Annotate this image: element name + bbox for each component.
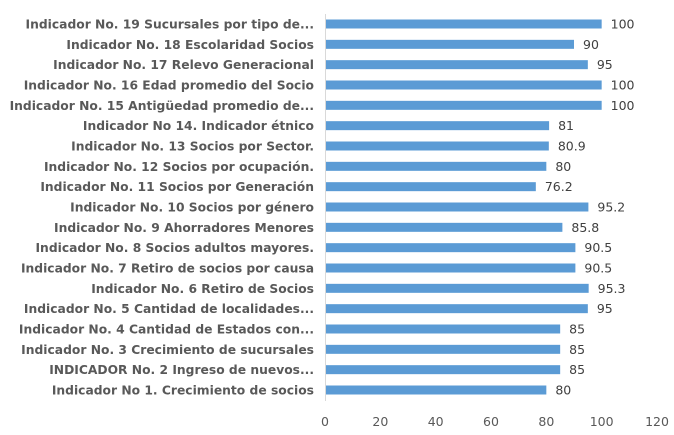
bar [325,324,561,334]
bar [325,344,561,354]
data-label: 80.9 [558,139,586,154]
bar [325,222,563,232]
category-label: Indicador No. 11 Socios por Generación [40,180,314,194]
category-label: Indicador No. 10 Socios por género [70,201,314,215]
data-label: 95 [597,301,613,316]
bar [325,365,561,375]
bar [325,60,588,70]
bar [325,80,602,90]
category-label: Indicador No. 16 Edad promedio del Socio [24,79,314,93]
data-label: 76.2 [545,179,573,194]
x-tick-label: 120 [645,414,669,429]
bar [325,283,589,293]
bar [325,121,550,131]
bars-group [325,19,602,395]
x-tick-label: 0 [321,414,329,429]
data-labels: 80 85 85 85 95 95.3 90.5 90.5 85.8 95.2 76.2 80 80.9… [545,17,635,398]
category-label: Indicador No. 19 Sucursales por tipo de.… [26,18,314,32]
data-label: 95 [597,57,613,72]
category-labels: Indicador No 1. Crecimiento de socios IND… [10,18,314,398]
bar [325,202,589,212]
data-label: 81 [558,118,574,133]
category-label: INDICADOR No. 2 Ingreso de nuevos... [49,363,314,377]
category-label: Indicador No. 13 Socios por Sector. [71,140,314,154]
data-label: 85.8 [571,220,599,235]
bar [325,304,588,314]
bar [325,161,547,171]
data-label: 100 [611,17,635,32]
category-label: Indicador No. 12 Socios por ocupación. [44,160,314,174]
x-tick-label: 40 [428,414,444,429]
data-label: 85 [569,322,585,337]
bar [325,19,602,29]
data-label: 100 [611,98,635,113]
data-label: 85 [569,342,585,357]
category-label: Indicador No. 6 Retiro de Socios [91,282,314,296]
bar [325,141,549,151]
data-label: 80 [555,383,571,398]
data-label: 90.5 [584,261,612,276]
bar [325,39,574,49]
category-label: Indicador No. 9 Ahorradores Menores [54,221,314,235]
data-label: 85 [569,362,585,377]
x-tick-label: 80 [538,414,554,429]
category-label: Indicador No. 5 Cantidad de localidades.… [24,302,314,316]
data-label: 90 [583,37,599,52]
category-label: Indicador No. 3 Crecimiento de sucursale… [21,343,314,357]
bar [325,243,576,253]
x-tick-label: 60 [483,414,499,429]
x-tick-label: 20 [372,414,388,429]
category-label: Indicador No 1. Crecimiento de socios [52,384,314,398]
category-label: Indicador No. 17 Relevo Generacional [53,58,314,72]
bar [325,100,602,110]
category-label: Indicador No. 7 Retiro de socios por cau… [21,262,314,276]
x-tick-label: 100 [590,414,614,429]
category-label: Indicador No 14. Indicador étnico [83,119,314,133]
data-label: 95.3 [598,281,626,296]
data-label: 80 [555,159,571,174]
bar [325,263,576,273]
data-label: 95.2 [597,200,625,215]
x-tick-labels: 0 20 40 60 80 100 120 [321,414,669,429]
category-label: Indicador No. 15 Antigüedad promedio de.… [10,99,314,113]
category-label: Indicador No. 18 Escolaridad Socios [66,38,314,52]
category-label: Indicador No. 4 Cantidad de Estados con.… [19,323,314,337]
bar [325,385,547,395]
category-label: Indicador No. 8 Socios adultos mayores. [35,241,314,255]
data-label: 100 [611,78,635,93]
bar [325,182,536,192]
data-label: 90.5 [584,240,612,255]
